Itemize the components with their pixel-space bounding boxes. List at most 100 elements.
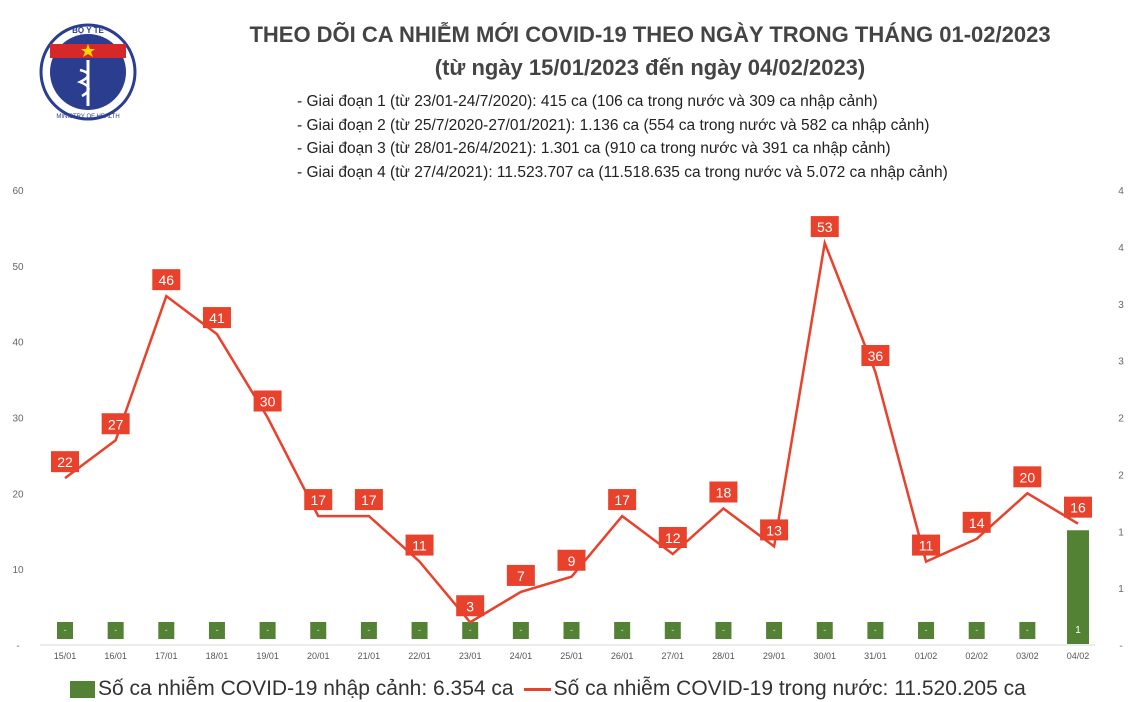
legend-bar-swatch xyxy=(70,680,95,698)
bar-label: - xyxy=(165,625,168,635)
y-right-tick: 1 xyxy=(1118,584,1124,595)
x-tick-label: 22/01 xyxy=(408,651,431,661)
bar-label: - xyxy=(418,625,421,635)
line-data-label: 22 xyxy=(57,454,73,470)
line-data-label-box xyxy=(253,390,282,412)
y-right-tick: 2 xyxy=(1118,414,1124,425)
y-right-tick: 3 xyxy=(1118,357,1124,368)
ministry-of-health-logo: BỘ Y TẾ MINISTRY OF HEALTH xyxy=(39,23,137,121)
line-data-label-box xyxy=(912,534,941,556)
logo-top-text: BỘ Y TẾ xyxy=(72,25,104,35)
line-data-label: 11 xyxy=(919,538,934,554)
line-data-label: 7 xyxy=(517,568,525,584)
y-left-tick: 20 xyxy=(12,489,24,500)
legend: Số ca nhiễm COVID-19 nhập cảnh: 6.354 ca… xyxy=(70,677,1026,701)
bar-label: - xyxy=(671,625,674,635)
bar xyxy=(918,622,935,639)
bar xyxy=(512,622,529,639)
x-tick-label: 17/01 xyxy=(155,651,178,661)
line-data-label: 18 xyxy=(716,485,732,501)
chart-subtitle: (từ ngày 15/01/2023 đến ngày 04/02/2023) xyxy=(434,55,866,80)
line-data-label-box xyxy=(304,489,333,511)
line-data-label-box xyxy=(861,345,890,366)
x-tick-label: 27/01 xyxy=(662,651,685,661)
bar xyxy=(816,622,833,639)
line-data-label: 14 xyxy=(969,515,985,531)
x-tick-label: 23/01 xyxy=(459,651,482,661)
bar xyxy=(614,622,631,639)
line-data-label: 41 xyxy=(209,310,225,326)
phase-notes: - Giai đoạn 1 (từ 23/01-24/7/2020): 415 … xyxy=(297,90,948,184)
line-data-label-box xyxy=(962,511,991,533)
line-data-label: 53 xyxy=(817,219,833,235)
bar-label: - xyxy=(469,625,472,635)
legend-line-label: Số ca nhiễm COVID-19 trong nước: 11.520.… xyxy=(553,677,1026,700)
y-left-tick: 50 xyxy=(12,262,24,273)
line-data-label-box xyxy=(152,269,181,291)
x-tick-label: 29/01 xyxy=(763,651,786,661)
line-data-label-box xyxy=(608,489,637,511)
line-data-label-box xyxy=(1064,496,1092,518)
legend-line-swatch xyxy=(523,687,551,691)
line-data-label-box xyxy=(709,481,738,503)
line-data-label: 12 xyxy=(665,530,681,546)
y-right-tick: 3 xyxy=(1118,300,1124,311)
line-data-label: 46 xyxy=(159,272,175,288)
bar-label: - xyxy=(722,625,725,635)
x-tick-label: 19/01 xyxy=(256,651,279,661)
line-series xyxy=(64,238,1079,624)
bar xyxy=(715,622,732,639)
line-data-label-box xyxy=(1013,466,1042,488)
bar xyxy=(664,622,681,639)
bar xyxy=(259,622,276,639)
line-data-label-box xyxy=(557,549,586,571)
x-tick-label: 15/01 xyxy=(54,651,77,661)
bar xyxy=(867,622,884,639)
y-left-tick: 40 xyxy=(12,338,24,349)
y-left-tick: - xyxy=(16,641,19,652)
line-data-label: 9 xyxy=(568,553,576,569)
line-data-label-box xyxy=(810,216,839,238)
bar xyxy=(57,622,73,639)
bar xyxy=(360,622,377,639)
y-right-tick: 4 xyxy=(1118,186,1124,197)
line-data-label-box xyxy=(101,413,130,435)
line-data-label-box xyxy=(51,451,79,473)
y-right-tick: 1 xyxy=(1118,527,1124,538)
line-data-label: 11 xyxy=(412,538,427,554)
line-data-label: 16 xyxy=(1070,500,1086,516)
bar xyxy=(208,622,225,639)
x-tick-label: 24/01 xyxy=(510,651,533,661)
bar-label: - xyxy=(367,625,370,635)
line-data-label: 17 xyxy=(310,492,326,508)
x-tick-label: 04/02 xyxy=(1067,651,1090,661)
line-data-label: 17 xyxy=(614,492,630,508)
bar-label: - xyxy=(519,625,522,635)
bar-label: - xyxy=(925,625,928,635)
bar xyxy=(1067,530,1089,644)
bar xyxy=(107,622,124,639)
line-data-label-box xyxy=(456,595,485,617)
line-data-label: 17 xyxy=(361,492,377,508)
bar-label: - xyxy=(266,625,269,635)
line-data-label: 13 xyxy=(766,522,782,538)
bar-label: - xyxy=(975,625,978,635)
line-data-label-box xyxy=(405,534,434,556)
y-left-tick: 30 xyxy=(12,414,24,425)
bar xyxy=(1019,622,1036,639)
y-right-tick: - xyxy=(1119,641,1122,652)
x-tick-label: 16/01 xyxy=(104,651,127,661)
bar-label: - xyxy=(874,625,877,635)
y-left-tick: 10 xyxy=(12,565,24,576)
bar xyxy=(563,622,580,639)
y-right-tick: 2 xyxy=(1118,470,1124,481)
x-tick-label: 25/01 xyxy=(560,651,583,661)
line-data-label-box xyxy=(658,527,687,548)
bar-label: - xyxy=(570,625,573,635)
x-tick-label: 02/02 xyxy=(965,651,988,661)
x-tick-label: 26/01 xyxy=(611,651,634,661)
y-right-tick: 4 xyxy=(1118,243,1124,254)
y-left-tick: 60 xyxy=(12,186,24,197)
logo-bottom-text: MINISTRY OF HEALTH xyxy=(56,114,119,120)
